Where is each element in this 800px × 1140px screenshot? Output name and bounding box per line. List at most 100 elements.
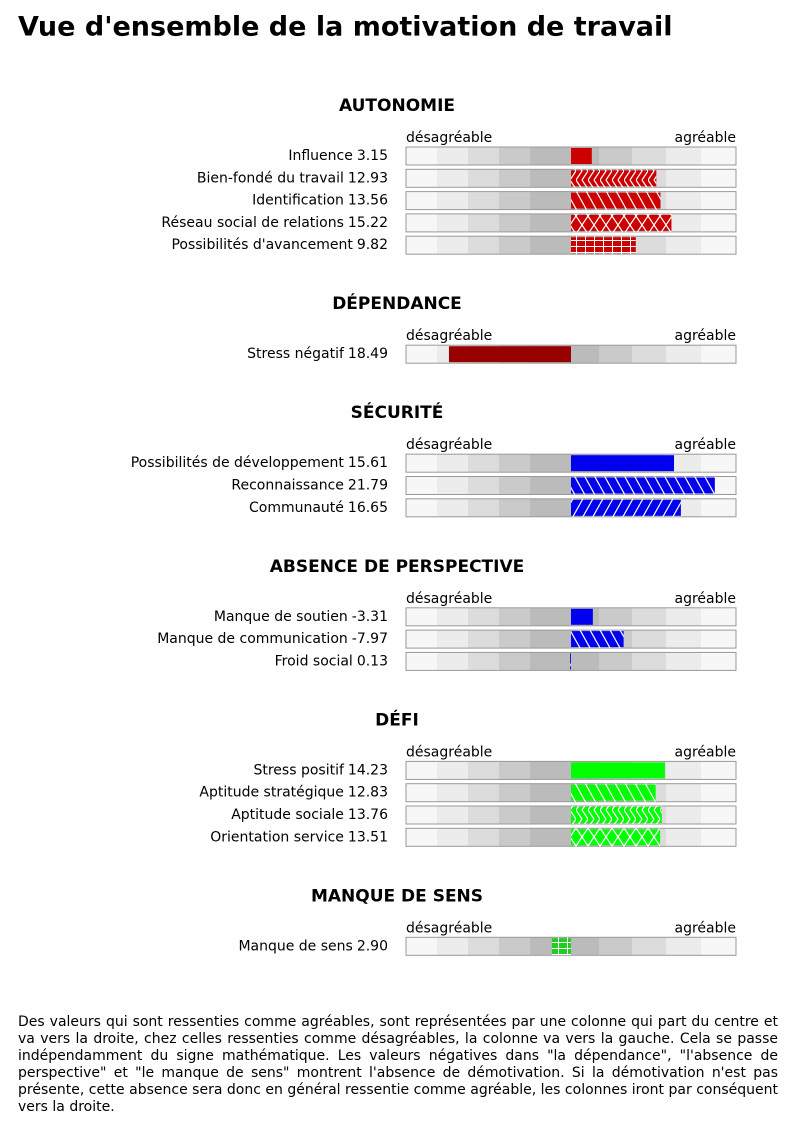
- chart: Vue d'ensemble de la motivation de trava…: [18, 12, 737, 956]
- scale-band: [599, 607, 632, 626]
- row-label: Manque de sens 2.90: [238, 938, 388, 954]
- section-heading: DÉFI: [375, 708, 419, 730]
- scale-band: [468, 169, 499, 188]
- bar: [448, 346, 571, 363]
- scale-band: [666, 147, 701, 165]
- explanation-note: Des valeurs qui sont ressenties comme ag…: [18, 1014, 778, 1115]
- row-label: Manque de soutien -3.31: [214, 609, 388, 625]
- scale-band: [530, 498, 571, 517]
- bar-pattern: [571, 191, 661, 210]
- scale-band: [406, 169, 437, 188]
- scale-band: [499, 191, 530, 210]
- scale-band: [701, 828, 736, 847]
- scale-band: [468, 498, 499, 517]
- scale-band: [499, 147, 530, 165]
- scale-band: [666, 761, 701, 780]
- scale-band: [406, 191, 437, 210]
- scale-band: [499, 169, 530, 188]
- item-value: -3.31: [352, 609, 388, 625]
- track-border: [405, 453, 737, 473]
- row-label: Aptitude stratégique 12.83: [199, 785, 388, 801]
- scale-right-label: agréable: [675, 437, 737, 453]
- scale-right-label: agréable: [675, 591, 737, 607]
- item-name: Reconnaissance: [231, 478, 344, 494]
- scale-band: [499, 607, 530, 626]
- scale-band: [701, 345, 736, 364]
- section-heading: DÉPENDANCE: [332, 292, 462, 314]
- scale-right-label: agréable: [675, 130, 737, 146]
- scale-band: [701, 783, 736, 802]
- scale-band: [701, 607, 736, 626]
- item-value: 13.51: [348, 829, 388, 845]
- scale-band: [701, 454, 736, 473]
- scale-band: [701, 147, 736, 165]
- scale-band: [406, 783, 437, 802]
- scale-band: [571, 345, 599, 364]
- section-heading: AUTONOMIE: [339, 96, 455, 116]
- row-label: Possibilités d'avancement 9.82: [171, 237, 388, 253]
- item-value: 12.83: [348, 785, 388, 801]
- scale-band: [530, 630, 571, 649]
- scale-band: [437, 476, 468, 495]
- row-label: Bien-fondé du travail 12.93: [197, 170, 388, 186]
- scale-band: [468, 147, 499, 165]
- bar-pattern: [571, 498, 681, 517]
- scale-band: [437, 169, 468, 188]
- item-name: Bien-fondé du travail: [197, 170, 344, 186]
- scale-band: [701, 236, 736, 255]
- scale-band: [666, 652, 701, 671]
- item-value: 13.76: [348, 807, 388, 823]
- scale-left-label: désagréable: [406, 328, 492, 344]
- scale-band: [632, 652, 666, 671]
- scale-band: [406, 345, 437, 364]
- page-title: Vue d'ensemble de la motivation de trava…: [18, 12, 673, 43]
- scale-band: [437, 454, 468, 473]
- scale-band: [666, 783, 701, 802]
- scale-band: [632, 236, 666, 255]
- track-border: [405, 146, 737, 166]
- bar: [571, 608, 593, 625]
- row-label: Aptitude sociale 13.76: [231, 807, 388, 823]
- scale-band: [701, 498, 736, 517]
- scale-band: [406, 806, 437, 824]
- scale-band: [632, 607, 666, 626]
- row-label: Froid social 0.13: [275, 653, 388, 669]
- item-name: Réseau social de relations: [161, 215, 343, 231]
- section-heading: MANQUE DE SENS: [311, 886, 483, 906]
- scale-band: [499, 213, 530, 232]
- scale-band: [632, 937, 666, 956]
- item-name: Identification: [252, 193, 344, 209]
- item-name: Aptitude stratégique: [199, 785, 344, 801]
- scale-band: [666, 454, 701, 473]
- item-value: 3.15: [357, 148, 388, 164]
- scale-band: [701, 630, 736, 649]
- scale-band: [632, 630, 666, 649]
- scale-band: [437, 761, 468, 780]
- scale-band: [599, 147, 632, 165]
- scale-band: [632, 147, 666, 165]
- scale-band: [666, 213, 701, 232]
- scale-band: [468, 652, 499, 671]
- bar-pattern: [571, 630, 624, 649]
- scale-band: [406, 630, 437, 649]
- scale-band: [530, 169, 571, 188]
- row-label: Stress négatif 18.49: [247, 346, 388, 362]
- scale-band: [406, 213, 437, 232]
- scale-band: [499, 828, 530, 847]
- scale-band: [406, 761, 437, 780]
- scale-band: [701, 652, 736, 671]
- scale-band: [499, 806, 530, 824]
- scale-band: [530, 213, 571, 232]
- scale-band: [468, 476, 499, 495]
- scale-band: [406, 454, 437, 473]
- scale-band: [530, 761, 571, 780]
- scale-band: [406, 652, 437, 671]
- scale-band: [530, 828, 571, 847]
- scale-band: [437, 191, 468, 210]
- scale-right-label: agréable: [675, 328, 737, 344]
- item-value: 18.49: [348, 346, 388, 362]
- row-label: Communauté 16.65: [249, 500, 388, 516]
- scale-band: [437, 828, 468, 847]
- scale-band: [499, 783, 530, 802]
